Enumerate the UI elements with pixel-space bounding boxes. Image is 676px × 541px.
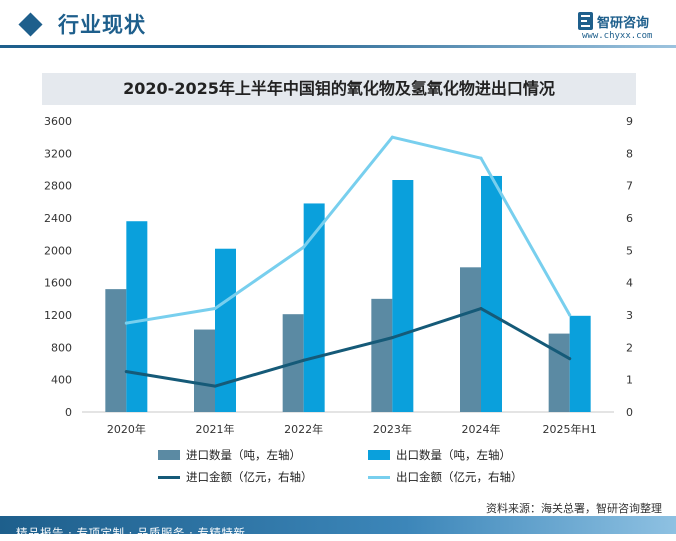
- point-import-value: [302, 358, 306, 362]
- point-import-value: [568, 357, 572, 361]
- point-export-value: [302, 245, 306, 249]
- point-export-value: [124, 321, 128, 325]
- bar-export-qty: [569, 315, 591, 412]
- chart-legend: 进口数量（吨，左轴） 出口数量（吨，左轴） 进口金额（亿元，右轴） 出口金额（亿…: [158, 446, 578, 490]
- line-import-value: [124, 307, 572, 388]
- point-import-value: [124, 370, 128, 374]
- x-axis-tick-label: 2022年: [284, 422, 323, 436]
- right-axis-tick-label: 3: [626, 309, 633, 322]
- left-axis-tick-label: 1200: [44, 309, 72, 322]
- brand-name: 智研咨询: [597, 16, 650, 31]
- left-axis-tick-label: 2800: [44, 180, 72, 193]
- footer-band: 精品报告 · 专项定制 · 品质服务 · 专精特新: [0, 516, 676, 540]
- right-axis-tick-label: 4: [626, 277, 633, 290]
- chart-title-bar: 2020-2025年上半年中国钼的氧化物及氢氧化物进出口情况: [42, 73, 636, 105]
- bar-export-qty: [481, 175, 502, 412]
- x-axis-tick-label: 2025年H1: [543, 422, 597, 436]
- legend-swatch: [368, 450, 390, 460]
- point-import-value: [390, 336, 394, 340]
- brand-url: www.chyxx.com: [582, 31, 653, 41]
- source-note: 资料来源：海关总署，智研咨询整理: [486, 502, 662, 515]
- x-axis-tick-label: 2020年: [107, 422, 146, 436]
- brand-mark-icon: [578, 12, 593, 30]
- legend-swatch: [368, 476, 390, 479]
- right-axis-tick-label: 9: [626, 115, 633, 128]
- line-export-value: [124, 135, 572, 325]
- right-axis-tick-label: 7: [626, 180, 633, 193]
- point-import-value: [213, 384, 217, 388]
- right-axis-tick-label: 8: [626, 147, 633, 160]
- x-axis-tick-label: 2023年: [373, 422, 412, 436]
- brand-logo: 智研咨询 www.chyxx.com: [578, 12, 673, 46]
- bar-import-qty: [548, 333, 570, 412]
- point-export-value: [568, 313, 572, 317]
- right-axis-tick-label: 1: [626, 374, 633, 387]
- x-axis-tick-label: 2024年: [462, 422, 501, 436]
- left-axis-tick-label: 3600: [44, 115, 72, 128]
- bar-import-qty: [105, 289, 127, 412]
- left-axis-tick-label: 2400: [44, 212, 72, 225]
- x-axis-tick-label: 2021年: [196, 422, 235, 436]
- bar-import-qty: [460, 267, 481, 412]
- chart-title: 2020-2025年上半年中国钼的氧化物及氢氧化物进出口情况: [123, 79, 555, 98]
- legend-label: 出口数量（吨，左轴）: [396, 448, 511, 462]
- left-axis-tick-label: 1600: [44, 277, 72, 290]
- left-axis-tick-label: 0: [65, 406, 72, 419]
- right-axis-tick-label: 2: [626, 341, 633, 354]
- bar-import-qty: [371, 298, 393, 412]
- legend-label: 进口数量（吨，左轴）: [186, 448, 301, 462]
- legend-swatch: [158, 450, 180, 460]
- point-export-value: [213, 307, 217, 311]
- left-axis-tick-label: 400: [51, 374, 72, 387]
- left-axis-tick-label: 2000: [44, 244, 72, 257]
- left-axis-tick-label: 800: [51, 341, 72, 354]
- header-divider: [0, 45, 676, 48]
- legend-label: 进口金额（亿元，右轴）: [186, 470, 313, 484]
- bar-export-qty: [215, 248, 236, 412]
- section-title: 行业现状: [58, 13, 146, 37]
- point-export-value: [390, 135, 394, 139]
- right-axis-tick-label: 6: [626, 212, 633, 225]
- page-header: 行业现状 智研咨询 www.chyxx.com: [0, 0, 676, 56]
- bar-export-qty: [392, 180, 414, 412]
- point-import-value: [479, 307, 483, 311]
- legend-swatch: [158, 476, 180, 479]
- legend-label: 出口金额（亿元，右轴）: [396, 470, 523, 484]
- left-axis-tick-label: 3200: [44, 147, 72, 160]
- bar-export-qty: [126, 221, 148, 412]
- bar-import-qty: [194, 329, 215, 412]
- right-axis-tick-label: 0: [626, 406, 633, 419]
- point-export-value: [479, 156, 483, 160]
- right-axis-tick-label: 5: [626, 244, 633, 257]
- page-footer: 精品报告 · 专项定制 · 品质服务 · 专精特新: [0, 508, 676, 540]
- footer-tagline: 精品报告 · 专项定制 · 品质服务 · 专精特新: [16, 526, 246, 540]
